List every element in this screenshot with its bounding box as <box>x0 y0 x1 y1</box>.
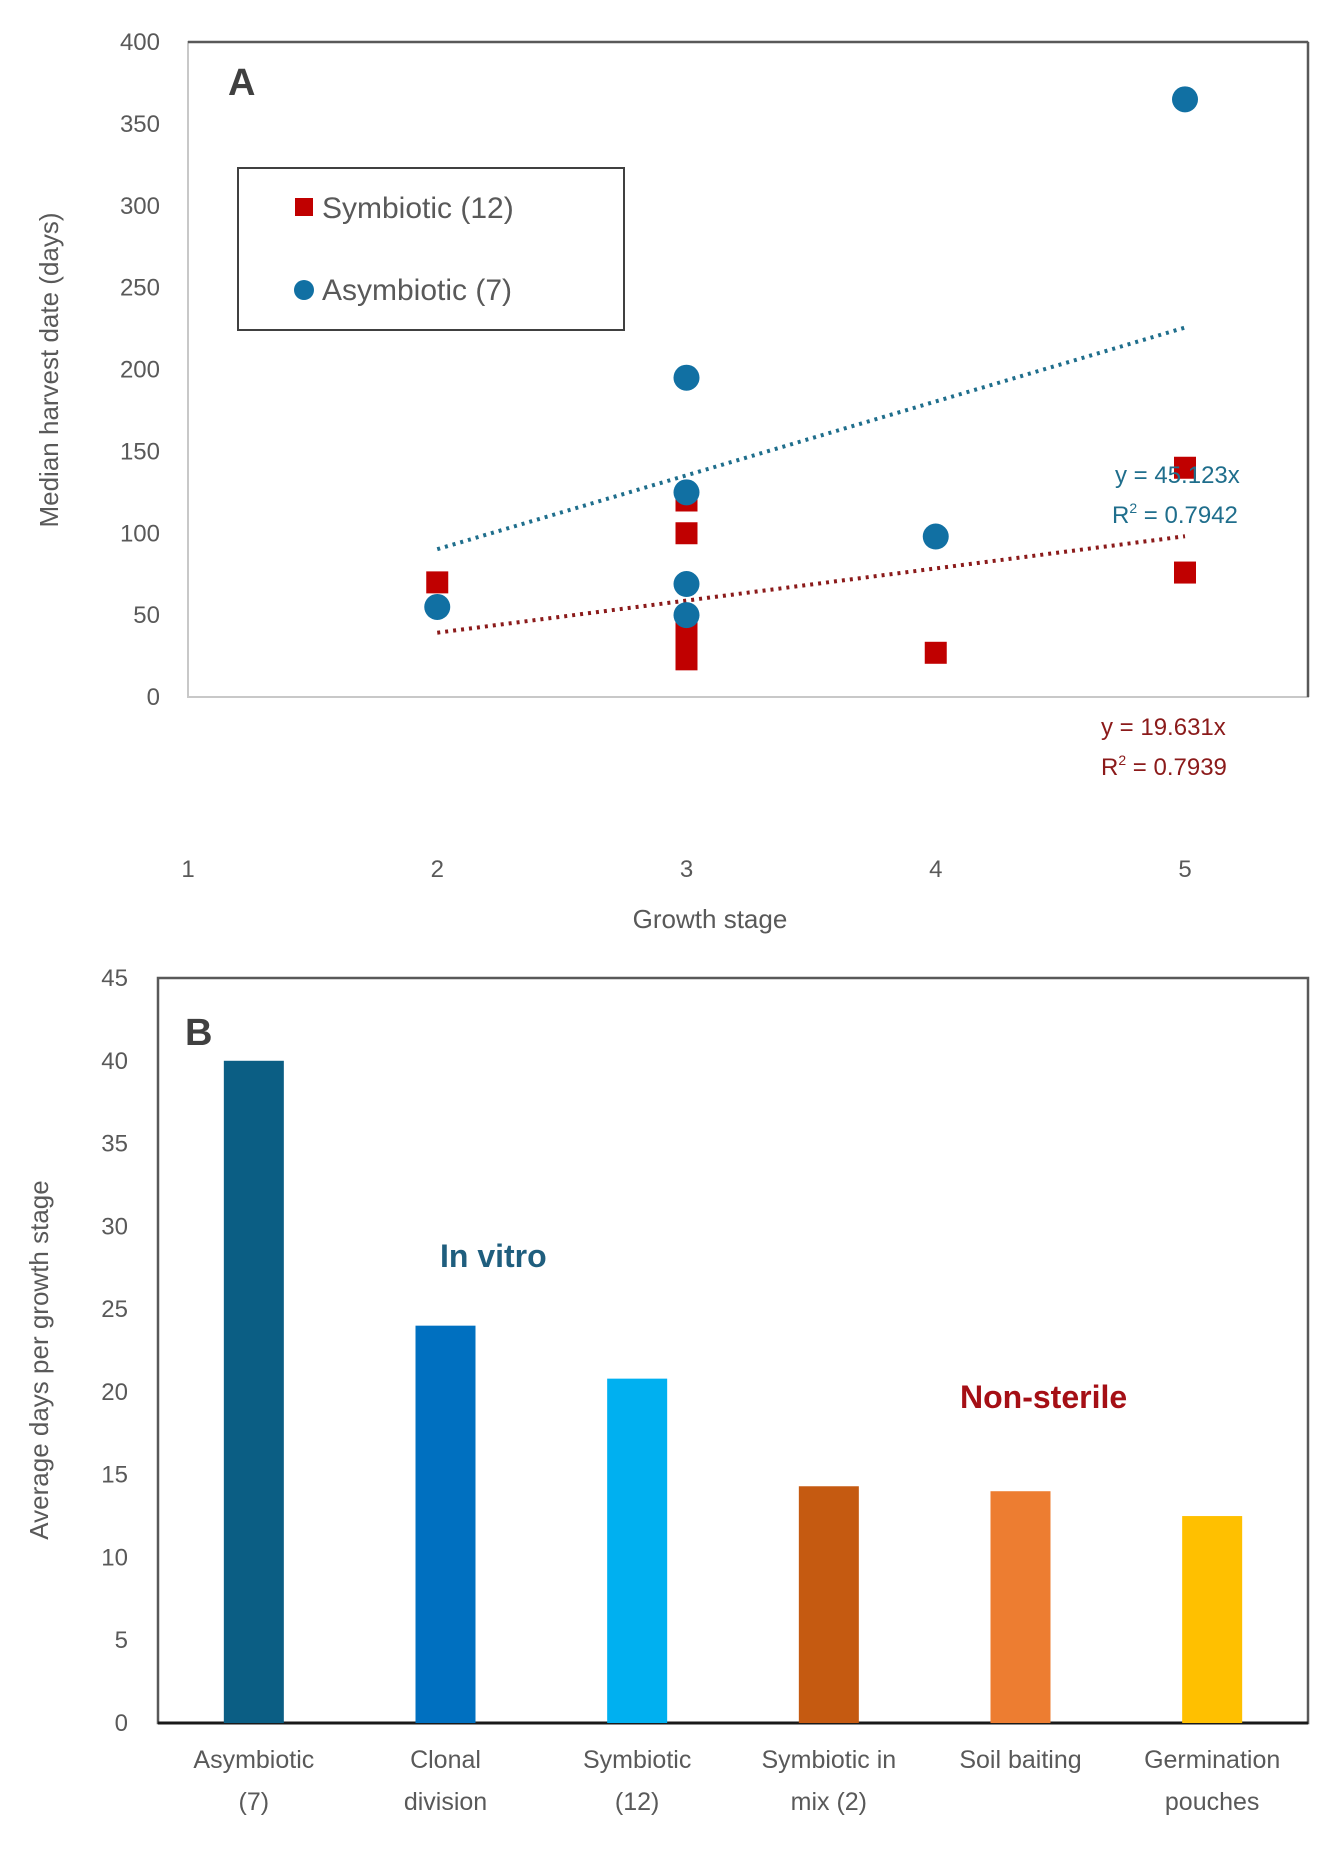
symbiotic-point <box>1174 561 1196 584</box>
bar <box>1182 1516 1243 1723</box>
symbiotic-point <box>675 522 698 545</box>
asymbiotic-point <box>922 523 949 550</box>
y-tick-label: 30 <box>101 1213 128 1240</box>
y-tick-label: 20 <box>101 1379 128 1406</box>
panel-a-points <box>424 86 1198 671</box>
asymbiotic-equation-line: y = 45.123x <box>1115 462 1240 489</box>
asymbiotic-point <box>673 571 700 598</box>
category-label: Symbiotic <box>583 1746 691 1774</box>
symbiotic-trendline <box>436 534 1186 635</box>
y-tick-label: 5 <box>115 1627 128 1654</box>
y-tick-label: 300 <box>120 193 160 220</box>
symbiotic-equation-line: y = 19.631x <box>1101 714 1226 741</box>
symbiotic-point <box>675 648 698 671</box>
panel-b-category-labels: Asymbiotic (7) Clonal division Symbiotic (12)… <box>193 1746 1280 1816</box>
y-tick-label: 10 <box>101 1544 128 1571</box>
symbiotic-point <box>1174 456 1196 479</box>
y-tick-label: 45 <box>101 965 128 992</box>
category-label: (12) <box>615 1788 659 1816</box>
asymbiotic-point <box>1172 86 1198 113</box>
annotation-in-vitro: In vitro <box>440 1238 547 1274</box>
asymbiotic-r2-line: R2 = 0.7942 <box>1112 500 1238 529</box>
panel-a-legend: Symbiotic (12) Asymbiotic (7) <box>237 167 625 331</box>
x-tick-label: 2 <box>431 856 444 883</box>
legend-asymbiotic-marker <box>294 280 314 300</box>
bar <box>607 1378 668 1723</box>
panel-b-bars <box>223 1060 1243 1723</box>
bar <box>990 1491 1051 1723</box>
category-label: pouches <box>1165 1788 1260 1816</box>
asymbiotic-point <box>673 479 700 506</box>
x-tick-label: 1 <box>181 856 194 883</box>
y-tick-label: 250 <box>120 275 160 302</box>
y-tick-label: 200 <box>120 357 160 384</box>
x-tick-label: 5 <box>1178 856 1191 883</box>
y-tick-label: 350 <box>120 111 160 138</box>
category-label: Asymbiotic <box>193 1746 314 1774</box>
x-tick-label: 3 <box>680 856 693 883</box>
panel-a-trendlines <box>436 325 1186 635</box>
asymbiotic-equation: y = 45.123x R2 = 0.7942 <box>1112 462 1240 529</box>
panel-a-x-ticks: 1 2 3 4 5 <box>181 856 1191 883</box>
category-label: Germination <box>1144 1746 1280 1774</box>
legend-symbiotic-label: Symbiotic (12) <box>322 192 514 225</box>
panel-a-y-ticks: 0 50 100 150 200 250 300 350 400 <box>120 29 160 711</box>
symbiotic-r2-line: R2 = 0.7939 <box>1101 752 1227 781</box>
bar <box>223 1060 284 1723</box>
panel-a-x-axis-title: Growth stage <box>633 904 788 934</box>
y-tick-label: 15 <box>101 1462 128 1489</box>
x-tick-label: 4 <box>929 856 942 883</box>
asymbiotic-trendline <box>436 325 1186 552</box>
y-tick-label: 100 <box>120 520 160 547</box>
category-label: (7) <box>239 1788 270 1816</box>
asymbiotic-point <box>673 364 700 391</box>
panel-a-scatter: A 0 50 100 150 200 250 300 350 400 1 2 3 4 5 Median … <box>34 29 1310 934</box>
symbiotic-point <box>924 641 947 664</box>
panel-b-label: B <box>185 1012 212 1054</box>
legend-frame <box>237 167 625 331</box>
panel-b-y-axis-title: Average days per growth stage <box>24 1180 54 1539</box>
asymbiotic-point <box>424 593 451 620</box>
bar <box>415 1325 476 1723</box>
y-tick-label: 35 <box>101 1131 128 1158</box>
category-label: mix (2) <box>791 1788 867 1816</box>
panel-a-label: A <box>228 62 255 104</box>
y-tick-label: 150 <box>120 438 160 465</box>
y-tick-label: 0 <box>147 684 160 711</box>
y-tick-label: 0 <box>115 1710 128 1737</box>
category-label: Soil baiting <box>959 1746 1081 1774</box>
panel-a-y-axis-title: Median harvest date (days) <box>34 212 64 527</box>
y-tick-label: 40 <box>101 1048 128 1075</box>
panel-b-bar: B 0 5 10 15 20 25 30 35 40 45 Average days per gr… <box>24 965 1310 1816</box>
panel-a-plot-frame <box>187 41 1309 698</box>
legend-symbiotic-marker <box>295 198 313 216</box>
symbiotic-point <box>426 571 449 594</box>
category-label: division <box>404 1788 487 1816</box>
annotation-non-sterile: Non-sterile <box>960 1379 1127 1415</box>
y-tick-label: 25 <box>101 1296 128 1323</box>
panel-b-plot-frame <box>156 976 1310 1725</box>
y-tick-label: 50 <box>133 602 160 629</box>
category-label: Clonal <box>410 1746 481 1774</box>
y-tick-label: 400 <box>120 29 160 56</box>
category-label: Symbiotic in <box>761 1746 896 1774</box>
panel-b-y-ticks: 0 5 10 15 20 25 30 35 40 45 <box>101 965 128 1737</box>
asymbiotic-point <box>673 602 700 629</box>
bar <box>798 1486 859 1723</box>
symbiotic-equation: y = 19.631x R2 = 0.7939 <box>1101 714 1227 781</box>
legend-asymbiotic-label: Asymbiotic (7) <box>322 274 512 307</box>
